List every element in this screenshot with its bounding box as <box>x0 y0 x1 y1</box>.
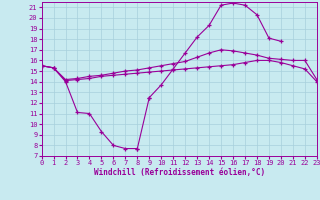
X-axis label: Windchill (Refroidissement éolien,°C): Windchill (Refroidissement éolien,°C) <box>94 168 265 177</box>
